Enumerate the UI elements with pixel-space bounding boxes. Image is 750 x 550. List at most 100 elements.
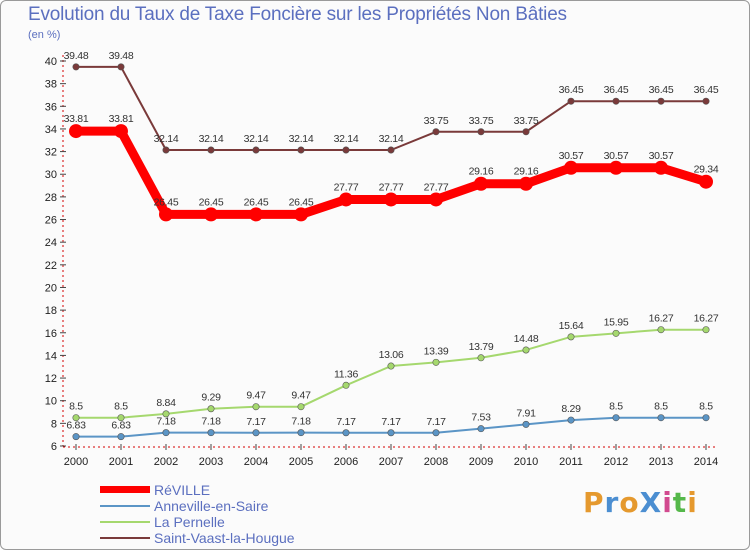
data-point <box>474 176 488 191</box>
y-tick-label: 28 <box>45 192 57 204</box>
data-label: 30.57 <box>649 150 674 162</box>
data-point <box>159 207 173 222</box>
y-tick-label: 10 <box>45 396 57 408</box>
x-tick-label: 2007 <box>379 456 403 468</box>
data-point <box>612 414 620 422</box>
data-point <box>162 429 170 437</box>
x-tick-label: 2003 <box>199 456 223 468</box>
data-point <box>429 192 443 207</box>
data-point <box>612 97 620 105</box>
y-tick-label: 6 <box>51 441 57 453</box>
data-point <box>384 192 398 207</box>
data-label: 33.81 <box>64 113 89 125</box>
data-label: 27.77 <box>424 181 449 193</box>
y-tick-label: 30 <box>45 169 57 181</box>
x-tick-label: 2001 <box>109 456 133 468</box>
data-point <box>522 420 530 428</box>
data-point <box>297 403 305 411</box>
data-point <box>522 128 530 136</box>
data-point <box>249 207 263 222</box>
data-point <box>432 128 440 136</box>
data-point <box>477 425 485 433</box>
data-point <box>609 160 623 175</box>
y-tick-label: 20 <box>45 282 57 294</box>
data-point <box>387 362 395 370</box>
data-label: 26.45 <box>244 196 269 208</box>
data-point <box>387 146 395 154</box>
legend-label: RéVILLE <box>154 482 211 498</box>
x-tick-label: 2013 <box>649 456 673 468</box>
legend-swatch <box>100 505 150 507</box>
logo-letter: o <box>619 486 640 519</box>
y-tick-label: 14 <box>45 350 57 362</box>
y-tick-label: 32 <box>45 147 57 159</box>
data-label: 26.45 <box>154 196 179 208</box>
data-label: 36.45 <box>604 84 629 96</box>
data-label: 36.45 <box>559 84 584 96</box>
data-label: 13.06 <box>379 349 404 361</box>
x-tick-label: 2004 <box>244 456 268 468</box>
data-label: 7.18 <box>201 416 221 428</box>
data-label: 33.75 <box>469 115 494 127</box>
data-point <box>294 207 308 222</box>
logo-letter: i <box>687 486 698 519</box>
x-tick-label: 2006 <box>334 456 358 468</box>
data-label: 36.45 <box>649 84 674 96</box>
data-label: 7.18 <box>156 416 176 428</box>
legend-swatch <box>100 537 150 539</box>
legend-label: Anneville-en-Saire <box>154 498 269 514</box>
data-point <box>204 207 218 222</box>
data-label: 7.91 <box>516 407 536 419</box>
data-label: 33.81 <box>109 113 134 125</box>
data-label: 14.48 <box>514 333 539 345</box>
data-point <box>252 429 260 437</box>
data-point <box>342 381 350 389</box>
x-tick-label: 2005 <box>289 456 313 468</box>
data-point <box>522 346 530 354</box>
data-label: 7.53 <box>471 412 491 424</box>
data-label: 13.39 <box>424 345 449 357</box>
y-tick-label: 36 <box>45 101 57 113</box>
x-tick-label: 2011 <box>559 456 583 468</box>
y-tick-label: 40 <box>45 56 57 68</box>
y-tick-label: 22 <box>45 260 57 272</box>
data-label: 8.5 <box>699 401 713 413</box>
data-point <box>657 326 665 334</box>
y-tick-label: 18 <box>45 305 57 317</box>
y-tick-label: 24 <box>45 237 57 249</box>
data-point <box>477 354 485 362</box>
data-point <box>432 358 440 366</box>
logo-letter: r <box>604 486 620 519</box>
data-point <box>567 333 575 341</box>
data-point <box>114 124 128 139</box>
data-point <box>117 433 125 441</box>
data-point <box>72 63 80 71</box>
x-tick-label: 2002 <box>154 456 178 468</box>
legend-swatch <box>100 486 150 493</box>
legend-label: La Pernelle <box>154 514 225 530</box>
data-label: 6.83 <box>111 420 131 432</box>
data-point <box>207 405 215 413</box>
y-tick-label: 38 <box>45 79 57 91</box>
x-tick-label: 2009 <box>469 456 493 468</box>
data-point <box>702 97 710 105</box>
data-label: 32.14 <box>379 133 404 145</box>
data-label: 7.17 <box>381 416 401 428</box>
y-tick-label: 34 <box>45 124 57 136</box>
data-point <box>519 176 533 191</box>
data-point <box>654 160 668 175</box>
data-point <box>477 128 485 136</box>
x-tick-label: 2008 <box>424 456 448 468</box>
data-point <box>69 124 83 139</box>
legend-label: Saint-Vaast-la-Hougue <box>154 530 295 546</box>
data-label: 27.77 <box>334 181 359 193</box>
data-label: 16.27 <box>694 313 719 325</box>
data-point <box>432 429 440 437</box>
data-label: 32.14 <box>154 133 179 145</box>
data-point <box>252 403 260 411</box>
unit-label: (en %) <box>28 29 61 41</box>
logo-letter: t <box>672 486 688 519</box>
data-point <box>117 63 125 71</box>
data-point <box>342 429 350 437</box>
data-label: 32.14 <box>199 133 224 145</box>
